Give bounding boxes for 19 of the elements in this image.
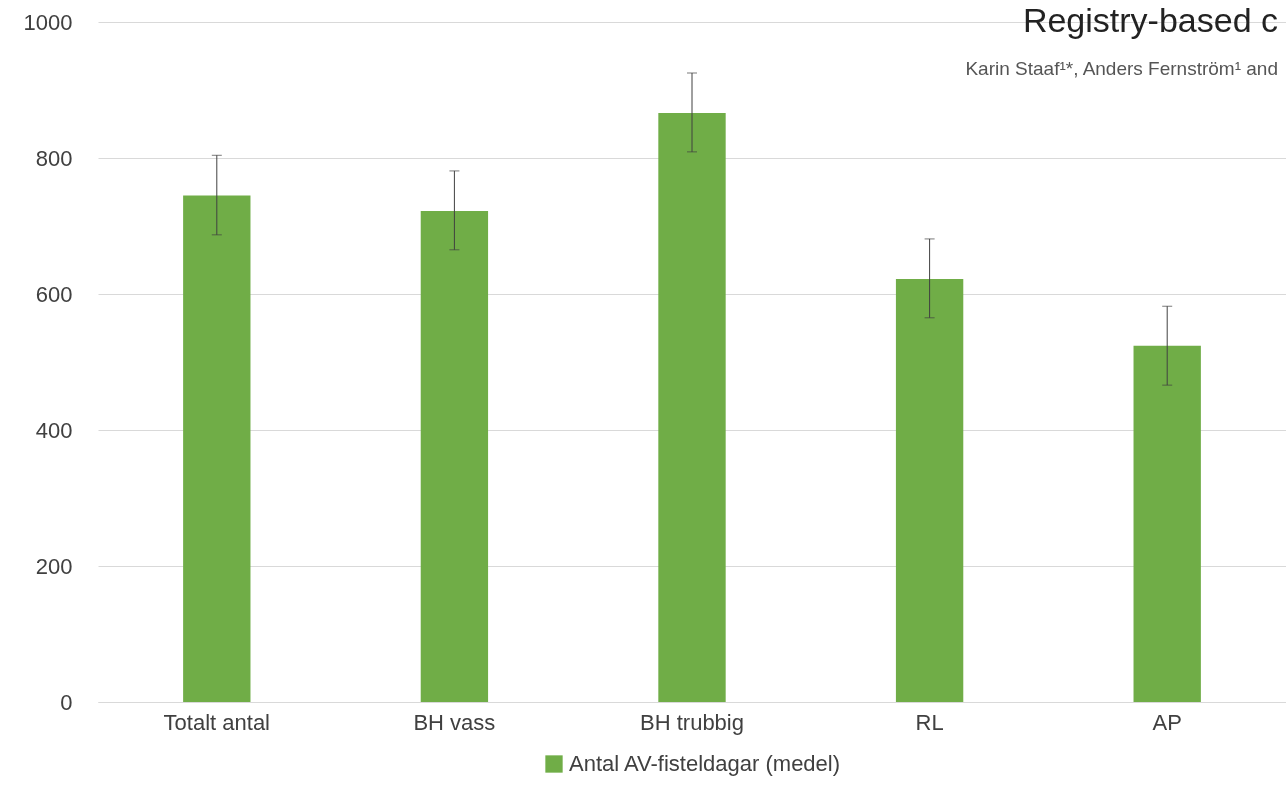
y-tick-label: 800 (35, 145, 73, 171)
y-tick-label: 0 (60, 689, 73, 715)
bar (895, 279, 964, 702)
bar (658, 113, 726, 702)
x-tick-label: BH vass (413, 709, 496, 735)
bar (183, 195, 251, 702)
x-tick-label: RL (915, 709, 944, 735)
bar (420, 211, 489, 702)
x-tick-label: Totalt antal (163, 709, 270, 735)
y-tick-label: 200 (35, 553, 73, 579)
x-tick-label: BH trubbig (640, 709, 744, 735)
annotation: Registry-based c (1022, 1, 1278, 39)
y-tick-label: 1000 (23, 9, 73, 35)
y-tick-label: 400 (35, 417, 73, 443)
legend-label: Antal AV-fisteldagar (medel) (569, 751, 841, 776)
y-tick-label: 600 (35, 281, 73, 307)
annotation: Karin Staaf¹*, Anders Fernström¹ and (965, 58, 1278, 79)
x-tick-label: AP (1152, 709, 1182, 735)
bar (1133, 345, 1201, 702)
